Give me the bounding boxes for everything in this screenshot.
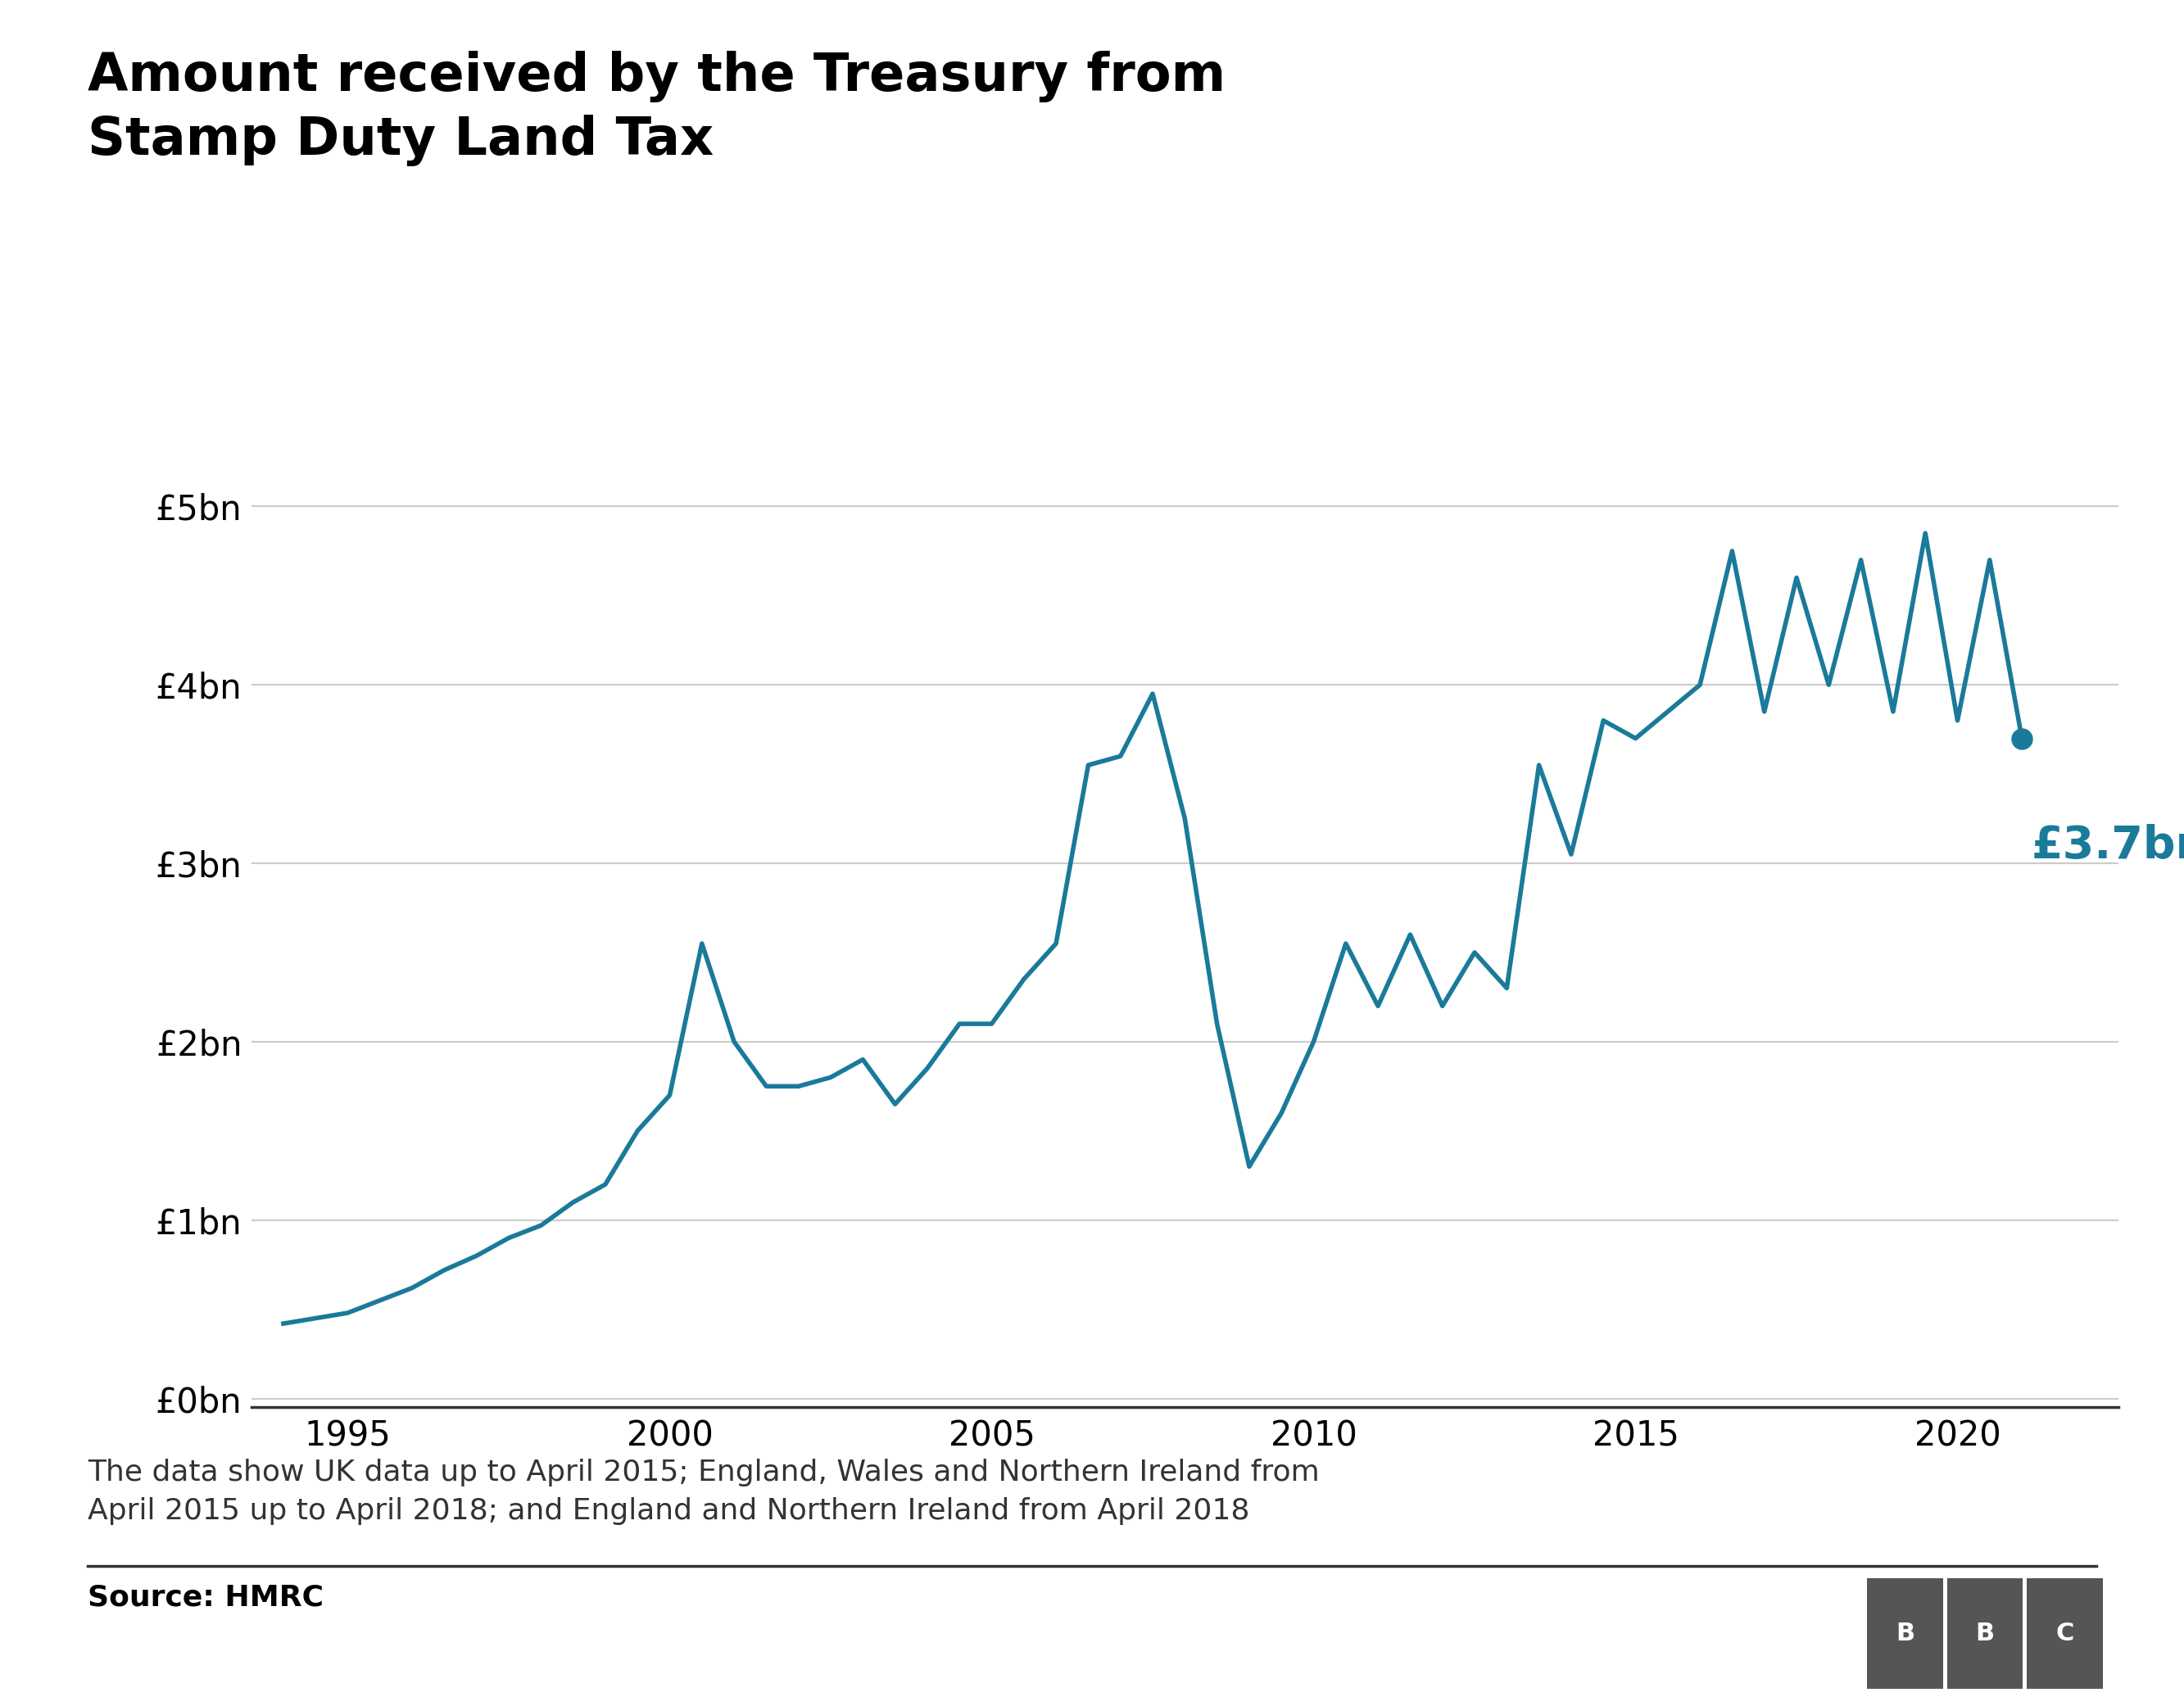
Text: Amount received by the Treasury from
Stamp Duty Land Tax: Amount received by the Treasury from Sta… [87, 51, 1225, 167]
Text: £3.7bn: £3.7bn [2031, 824, 2184, 868]
Text: Source: HMRC: Source: HMRC [87, 1583, 323, 1610]
Bar [1948, 1578, 2022, 1689]
Bar [1867, 1578, 1944, 1689]
Text: B: B [1896, 1622, 1915, 1645]
Text: The data show UK data up to April 2015; England, Wales and Northern Ireland from: The data show UK data up to April 2015; … [87, 1459, 1319, 1525]
Bar [2027, 1578, 2103, 1689]
Text: C: C [2055, 1622, 2075, 1645]
Text: B: B [1977, 1622, 1994, 1645]
